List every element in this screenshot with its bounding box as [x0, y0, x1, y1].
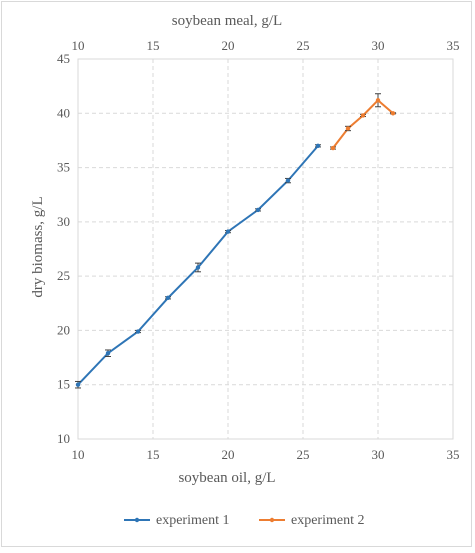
top-tick-label: 20	[222, 38, 235, 53]
series-line	[332, 98, 394, 149]
y-tick-label: 30	[57, 214, 70, 229]
data-point	[195, 265, 201, 270]
data-point	[255, 207, 261, 213]
y-tick-label: 10	[57, 431, 70, 446]
x-axis-title: soybean oil, g/L	[178, 470, 275, 486]
top-tick-label: 10	[72, 38, 85, 53]
data-point	[390, 111, 396, 116]
data-point	[330, 145, 336, 151]
y-tick-label: 25	[57, 268, 70, 283]
top-tick-label: 30	[372, 38, 385, 53]
y-tick-label: 20	[57, 322, 70, 337]
data-point	[135, 329, 141, 334]
chart-svg: 10 15 20 25 30 35 10 15 20 25 30 35 10 15 20 25 30 35 40…	[30, 13, 460, 528]
y-tick-label: 35	[57, 160, 70, 175]
legend-label: experiment 1	[156, 513, 229, 528]
data-point	[315, 143, 321, 149]
x-tick-label: 20	[222, 447, 235, 462]
bottom-axis-ticks: 10 15 20 25 30 35	[72, 447, 460, 462]
data-point	[285, 178, 291, 183]
top-axis-ticks: 10 15 20 25 30 35	[72, 38, 460, 53]
data-point	[105, 351, 111, 356]
plot-border	[77, 58, 454, 440]
series-2	[330, 93, 396, 151]
y-axis-ticks: 10 15 20 25 30 35 40 45	[57, 51, 70, 446]
chart-area: 10 15 20 25 30 35 10 15 20 25 30 35 10 15 20 25 30 35 40…	[1, 1, 472, 547]
x-tick-label: 15	[147, 447, 160, 462]
data-point	[75, 382, 81, 387]
y-tick-label: 45	[57, 51, 70, 66]
x-tick-label: 30	[372, 447, 385, 462]
x-tick-label: 25	[297, 447, 310, 462]
x-tick-label: 10	[72, 447, 85, 462]
legend-label: experiment 2	[291, 513, 364, 528]
data-point	[225, 229, 231, 234]
legend-swatch-marker	[269, 517, 275, 523]
data-point	[375, 98, 381, 103]
x-tick-label: 35	[447, 447, 460, 462]
legend-swatch-marker	[134, 517, 140, 523]
data-point	[345, 126, 351, 131]
series-1	[75, 143, 321, 389]
data-point	[360, 113, 366, 118]
y-tick-label: 15	[57, 377, 70, 392]
gridlines	[77, 58, 454, 440]
top-tick-label: 15	[147, 38, 160, 53]
y-axis-title: dry biomass, g/L	[30, 196, 46, 297]
y-tick-label: 40	[57, 105, 70, 120]
top-axis-title: soybean meal, g/L	[172, 13, 282, 29]
data-point	[165, 295, 171, 301]
series-layer	[75, 93, 396, 389]
top-tick-label: 35	[447, 38, 460, 53]
legend: experiment 1 experiment 2	[124, 513, 364, 528]
top-tick-label: 25	[297, 38, 310, 53]
